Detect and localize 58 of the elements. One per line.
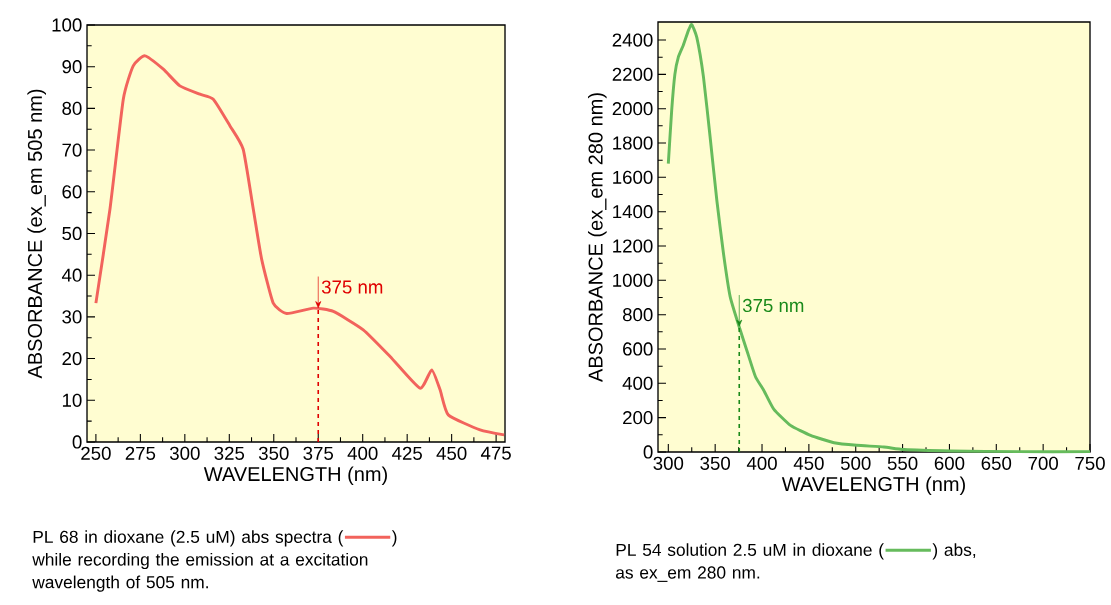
y-tick-label: 2400 [612,33,653,47]
x-tick-label: 350 [258,446,289,460]
y-tick-label: 1200 [613,239,653,253]
x-axis-title: WAVELENGTH (nm) [781,476,965,496]
x-tick-label: 700 [1028,456,1058,470]
y-tick-label: 70 [62,143,82,157]
y-tick-label: 2200 [612,67,653,81]
y-axis-title: ABSORBANCE (ex_em 505 nm) [27,89,46,379]
y-tick-label: 0 [72,435,82,449]
text: ) [391,530,397,547]
x-tick-label: 325 [214,446,245,460]
text: PL 68 in dioxane (2.5 uM) abs spectra ( [33,530,344,547]
x-tick-label: 350 [700,456,731,470]
y-tick-label: 400 [622,376,653,390]
y-tick-label: 20 [62,351,82,366]
y-tick-label: 0 [643,445,653,459]
x-tick-label: 400 [347,446,378,460]
x-tick-label: 375 [303,446,334,460]
text: as ex_em 280 nm. [616,566,760,582]
text: ) abs, [932,543,976,560]
y-tick-label: 800 [622,308,653,322]
y-tick-label: 100 [52,18,82,32]
y-tick-label: 10 [62,393,82,407]
x-tick-label: 600 [934,456,965,470]
x-tick-label: 450 [436,446,467,460]
annotation: 375 nm [321,280,383,294]
y-tick-label: 1800 [613,136,653,150]
y-tick-label: 60 [62,185,82,199]
annotation: 375 nm [742,298,804,313]
y-tick-label: 80 [62,101,82,115]
x-tick-label: 500 [840,456,871,470]
x-axis-title: WAVELENGTH (nm) [203,466,387,486]
line-series [666,23,1092,454]
x-tick-label: 275 [125,446,156,460]
x-tick-label: 300 [169,446,200,460]
y-tick-label: 1000 [613,273,653,287]
text: PL 54 solution 2.5 uM in dioxane ( [616,543,884,560]
x-tick-label: 400 [746,456,777,470]
y-tick-label: 90 [62,60,82,74]
x-tick-label: 425 [392,446,422,460]
x-tick-label: 750 [1075,456,1105,470]
x-tick-label: 450 [793,456,824,470]
y-axis-title: ABSORBANCE (ex_em 280 nm) [587,93,607,382]
x-tick-label: 550 [887,456,918,470]
y-tick-label: 2000 [612,102,653,116]
y-tick-label: 40 [61,268,82,282]
text: while recording the emission at a excitation wavelength of 505 nm. [32,552,368,592]
x-tick-label: 650 [981,456,1012,470]
y-tick-label: 1600 [613,170,653,184]
x-tick-label: 300 [653,456,684,470]
line-series [94,54,506,437]
x-tick-label: 250 [81,446,111,460]
x-tick-label: 475 [480,446,511,460]
y-tick-label: 30 [62,310,82,324]
y-tick-label: 50 [62,226,82,241]
y-tick-label: 200 [623,411,653,425]
y-tick-label: 600 [623,342,653,356]
y-tick-label: 1400 [613,205,653,219]
